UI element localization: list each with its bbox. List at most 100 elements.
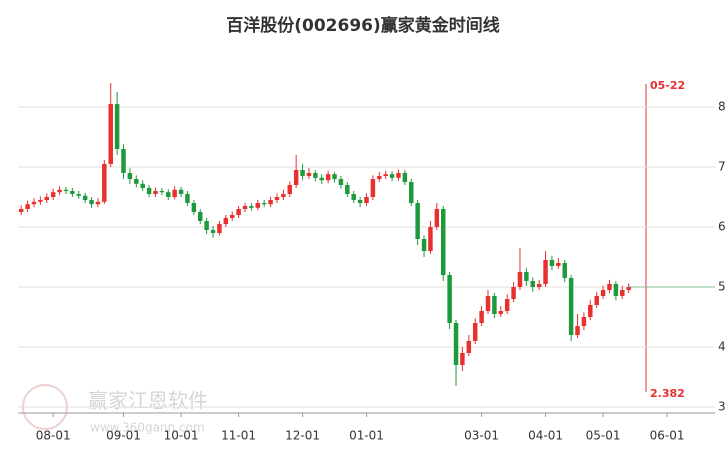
candle-body xyxy=(76,194,81,196)
candle-body xyxy=(166,192,171,197)
candle-body xyxy=(511,287,516,299)
candle-body xyxy=(370,179,376,197)
x-tick-label: 06-01 xyxy=(650,429,685,443)
candle-body xyxy=(530,281,535,287)
candle-body xyxy=(415,203,420,239)
candle-body xyxy=(223,218,229,224)
y-tick-label: 6 xyxy=(718,220,726,234)
candle-body xyxy=(95,201,101,205)
candle-body xyxy=(357,200,363,203)
candle-body xyxy=(185,194,190,203)
candle-body xyxy=(447,275,452,323)
candle-body xyxy=(549,260,555,266)
candle-body xyxy=(364,197,369,203)
watermark: 赢家江恩软件 www.360gann.com xyxy=(22,384,208,435)
candle-body xyxy=(204,221,209,230)
candle-body xyxy=(121,149,126,173)
candle-body xyxy=(325,174,331,181)
y-tick-label: 5 xyxy=(718,280,726,294)
candle-body xyxy=(421,239,427,251)
candle-body xyxy=(389,174,395,178)
watermark-name: 赢家江恩软件 xyxy=(88,389,208,413)
candle-body xyxy=(114,104,120,149)
candle-body xyxy=(319,177,324,181)
candle-body xyxy=(191,203,197,212)
candle-body xyxy=(434,209,440,227)
candle-body xyxy=(460,353,465,365)
x-tick-label: 01-01 xyxy=(349,429,384,443)
candle-body xyxy=(287,185,293,194)
candle-body xyxy=(18,209,24,212)
candle-body xyxy=(89,200,94,205)
candle-body xyxy=(159,191,165,193)
candle-body xyxy=(556,263,561,266)
x-tick-label: 12-01 xyxy=(285,429,320,443)
candle-body xyxy=(453,323,459,365)
marker-date: 05-22 xyxy=(650,79,685,92)
candle-body xyxy=(626,287,631,290)
candle-body xyxy=(300,170,305,176)
candle-body xyxy=(70,191,75,194)
candle-body xyxy=(345,185,350,194)
x-tick-label: 08-01 xyxy=(36,429,71,443)
candle-body xyxy=(613,284,619,296)
candle-body xyxy=(127,173,133,179)
candle-body xyxy=(274,197,280,200)
candle-body xyxy=(575,326,580,335)
candle-body xyxy=(472,323,478,341)
candle-body xyxy=(466,341,472,353)
candle-body xyxy=(396,173,401,178)
candle-body xyxy=(293,170,299,185)
candle-body xyxy=(607,284,612,290)
candle-body xyxy=(600,290,606,296)
candle-body xyxy=(255,203,261,208)
candle-body xyxy=(492,296,497,314)
candle-body xyxy=(25,204,30,209)
candle-body xyxy=(210,230,216,233)
candle-body xyxy=(428,227,433,251)
marker-label: 2.382 xyxy=(650,387,685,400)
candle-body xyxy=(562,263,567,278)
candle-body xyxy=(479,311,484,323)
candle-body xyxy=(281,194,286,197)
candle-body xyxy=(57,189,62,193)
candle-body xyxy=(268,200,273,205)
x-tick-label: 09-01 xyxy=(106,429,141,443)
chart-title: 百洋股份(002696)赢家黄金时间线 xyxy=(226,15,500,36)
x-tick-label: 10-01 xyxy=(164,429,199,443)
candle-body xyxy=(172,189,177,197)
candle-body xyxy=(306,173,312,176)
candle-body xyxy=(536,284,542,287)
candle-body xyxy=(377,176,382,179)
candle-body xyxy=(102,164,107,202)
candle-body xyxy=(313,173,318,178)
x-tick-label: 11-01 xyxy=(221,429,256,443)
candle-body xyxy=(485,296,491,311)
candle-body xyxy=(620,290,625,296)
candle-body xyxy=(153,191,158,194)
candle-body xyxy=(543,260,548,284)
x-tick-label: 05-01 xyxy=(586,429,621,443)
candle-body xyxy=(409,182,414,203)
y-tick-label: 8 xyxy=(718,100,726,114)
candle-body xyxy=(140,183,145,188)
candle-body xyxy=(402,173,408,182)
y-tick-label: 3 xyxy=(718,400,726,414)
candle-body xyxy=(108,104,113,164)
candle-body xyxy=(82,195,88,200)
candle-body xyxy=(498,311,504,314)
candle-body xyxy=(236,209,241,215)
candle-body xyxy=(134,179,139,184)
candle-body xyxy=(517,272,523,287)
candle-body xyxy=(261,203,267,205)
candle-body xyxy=(146,188,152,194)
candle-body xyxy=(383,174,388,176)
x-tick-label: 04-01 xyxy=(528,429,563,443)
y-tick-label: 4 xyxy=(718,340,726,354)
candle-body xyxy=(332,174,337,179)
candle-body xyxy=(198,212,203,221)
candle-body xyxy=(588,305,593,317)
candle-body xyxy=(44,197,50,200)
candle-body xyxy=(50,192,56,197)
